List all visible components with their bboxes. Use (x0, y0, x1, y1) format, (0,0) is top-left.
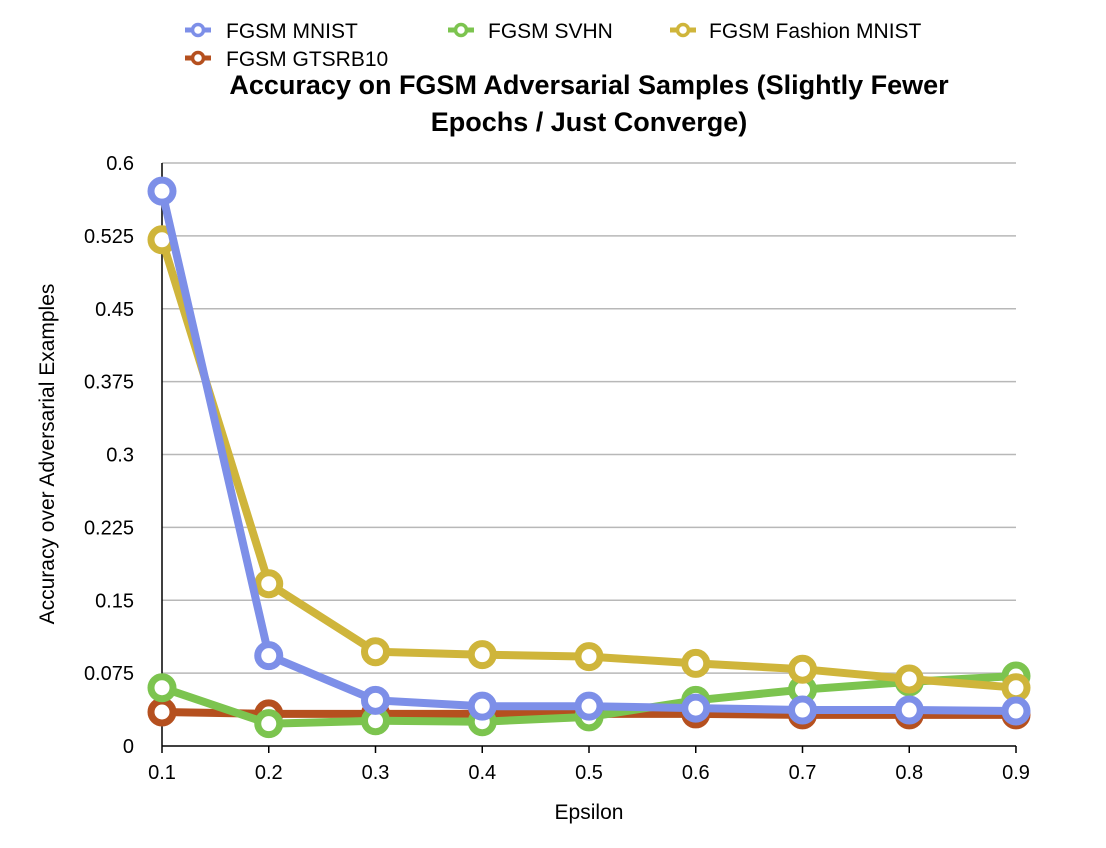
x-tick-label: 0.7 (789, 762, 817, 784)
data-point-fgsm-mnist (1001, 696, 1031, 726)
y-axis-ticks: 0 0.075 0.15 0.225 0.3 0.375 0.45 0.525 0.6 (84, 153, 134, 758)
data-point-fgsm-gtsrb10 (147, 697, 177, 727)
legend-marker-fgsm-svhn (453, 22, 469, 38)
y-tick-label: 0.15 (95, 590, 134, 612)
data-point-fgsm-fashion-mnist (361, 637, 390, 667)
data-point-fgsm-fashion-mnist (681, 648, 711, 678)
data-point-fgsm-fashion-mnist (1001, 673, 1031, 703)
y-tick-label: 0.3 (106, 445, 134, 467)
data-point-fgsm-mnist (467, 691, 497, 721)
y-tick-label: 0.6 (106, 153, 134, 175)
y-tick-label: 0.45 (95, 299, 134, 321)
chart-title-line-2: Epochs / Just Converge) (431, 107, 748, 137)
x-axis-ticks: 0.1 0.2 0.3 0.4 0.5 0.6 0.7 0.8 0.9 (148, 746, 1030, 784)
y-axis-label: Accuracy over Adversarial Examples (36, 284, 59, 625)
series-fgsm-mnist (147, 176, 1031, 726)
legend-label-fgsm-svhn: FGSM SVHN (488, 20, 613, 43)
y-tick-label: 0.525 (84, 226, 134, 248)
x-tick-label: 0.1 (148, 762, 176, 784)
y-tick-label: 0.225 (84, 517, 134, 539)
x-tick-label: 0.3 (362, 762, 390, 784)
legend-item-fgsm-fashion-mnist: FGSM Fashion MNIST (670, 20, 922, 43)
x-tick-label: 0.5 (575, 762, 603, 784)
x-tick-label: 0.6 (682, 762, 710, 784)
chart-title-line-1: Accuracy on FGSM Adversarial Samples (Sl… (229, 70, 949, 100)
data-point-fgsm-fashion-mnist (467, 640, 497, 670)
legend-marker-fgsm-mnist (190, 22, 206, 38)
data-point-fgsm-mnist (361, 685, 390, 715)
legend-marker-fgsm-fashion-mnist (675, 22, 691, 38)
data-point-fgsm-mnist (574, 691, 604, 721)
data-point-fgsm-svhn (147, 673, 177, 703)
x-tick-label: 0.9 (1002, 762, 1030, 784)
data-point-fgsm-fashion-mnist (788, 654, 817, 684)
x-axis-label: Epsilon (555, 801, 624, 824)
data-point-fgsm-fashion-mnist (894, 664, 924, 694)
series-layer (147, 176, 1031, 739)
legend-item-fgsm-svhn: FGSM SVHN (448, 20, 613, 43)
legend-item-fgsm-mnist: FGSM MNIST (185, 20, 358, 43)
y-tick-label: 0.075 (84, 663, 134, 685)
data-point-fgsm-mnist (147, 176, 177, 206)
y-tick-label: 0 (123, 736, 134, 758)
y-tick-label: 0.375 (84, 372, 134, 394)
data-point-fgsm-fashion-mnist (254, 569, 284, 599)
data-point-fgsm-mnist (788, 695, 817, 725)
data-point-fgsm-svhn (254, 709, 284, 739)
data-point-fgsm-mnist (254, 641, 284, 671)
data-point-fgsm-mnist (681, 693, 711, 723)
legend-label-fgsm-fashion-mnist: FGSM Fashion MNIST (709, 20, 922, 43)
legend-label-fgsm-gtsrb10: FGSM GTSRB10 (226, 48, 388, 71)
x-tick-label: 0.4 (468, 762, 496, 784)
legend: FGSM MNIST FGSM SVHN FGSM Fashion MNIST … (185, 20, 922, 71)
data-point-fgsm-fashion-mnist (574, 642, 604, 672)
legend-label-fgsm-mnist: FGSM MNIST (226, 20, 358, 43)
legend-marker-fgsm-gtsrb10 (190, 50, 206, 66)
x-tick-label: 0.8 (895, 762, 923, 784)
data-point-fgsm-mnist (894, 695, 924, 725)
legend-item-fgsm-gtsrb10: FGSM GTSRB10 (185, 48, 388, 71)
x-tick-label: 0.2 (255, 762, 283, 784)
